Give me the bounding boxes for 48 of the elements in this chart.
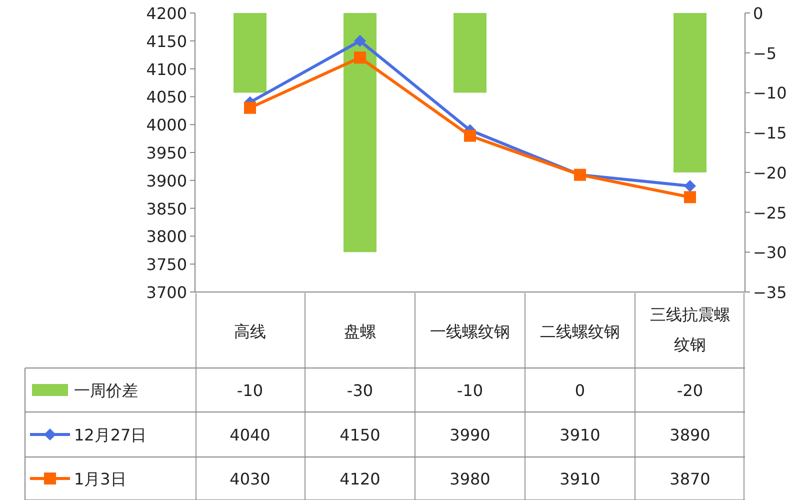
y-tick-label: 3800 <box>146 227 187 246</box>
data-label: 3870 <box>670 470 710 488</box>
data-label: 4120 <box>340 470 380 488</box>
data-label: 0 <box>574 381 586 400</box>
legend-label: 12月27日 <box>74 426 147 444</box>
y-tick-label: 3950 <box>146 144 187 162</box>
data-label: 3910 <box>560 470 600 488</box>
x-tick-label: 二线螺纹钢 <box>540 322 620 341</box>
y2-tick-label: −30 <box>753 243 787 262</box>
y-tick-label: 3750 <box>146 255 187 274</box>
y2-tick-label: −15 <box>753 124 787 143</box>
y-tick-label: 4150 <box>146 32 187 51</box>
data-label: -10 <box>456 381 484 400</box>
point <box>684 180 696 192</box>
legend-label: 1月3日 <box>74 470 126 488</box>
data-label: -10 <box>236 381 264 400</box>
y-tick-label: 4050 <box>146 88 187 107</box>
y2-tick-label: −10 <box>753 84 787 103</box>
data-label: -20 <box>676 381 704 400</box>
y2-tick-label: −35 <box>753 283 787 302</box>
point <box>354 52 366 64</box>
point <box>244 102 256 114</box>
y-tick-label: 3700 <box>146 283 187 302</box>
y-tick-label: 3850 <box>146 199 187 218</box>
y2-tick-label: −5 <box>753 44 777 63</box>
data-label: 3890 <box>670 426 710 444</box>
x-tick-label: 盘螺 <box>344 322 376 341</box>
point <box>464 130 476 142</box>
data-label: 4040 <box>230 426 270 444</box>
y-tick-label: 4100 <box>146 60 187 79</box>
point <box>684 191 696 204</box>
x-tick-label: 三线抗震螺纹钢 <box>650 305 730 354</box>
x-tick-label: 高线 <box>234 322 266 341</box>
data-label: 3910 <box>560 426 600 444</box>
y-tick-label: 4200 <box>146 4 187 23</box>
y2-tick-label: −25 <box>753 203 787 222</box>
y2-tick-label: −20 <box>753 163 787 182</box>
data-label: 3980 <box>450 470 490 488</box>
legend-label: 一周价差 <box>74 381 138 400</box>
data-label: -30 <box>346 381 374 400</box>
data-label: 4150 <box>340 426 380 444</box>
y-tick-label: 3900 <box>146 171 187 190</box>
point <box>354 34 366 47</box>
y2-tick-label: 0 <box>753 4 764 23</box>
data-label: 3990 <box>450 426 490 444</box>
x-tick-label: 一线螺纹钢 <box>430 322 510 341</box>
y-tick-label: 4000 <box>146 116 187 135</box>
data-label: 4030 <box>230 470 270 488</box>
